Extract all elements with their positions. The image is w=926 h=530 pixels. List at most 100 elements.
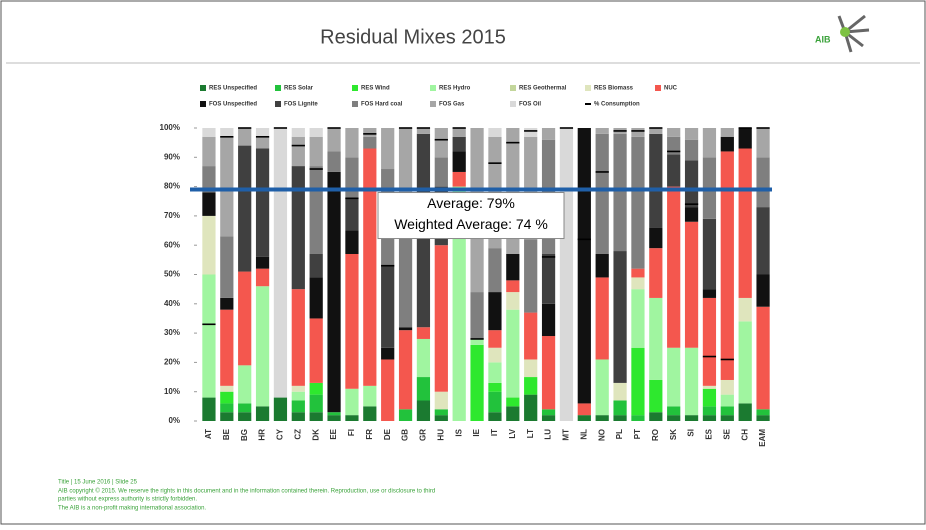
bar-segment [309, 136, 323, 167]
bar-segment [291, 412, 305, 421]
bar-segment [398, 327, 413, 331]
y-tick-label: 40% [164, 299, 180, 308]
x-tick-label: IT [490, 429, 499, 436]
x-tick-label: EAM [758, 429, 767, 447]
bar-segment [524, 239, 538, 313]
legend-swatch [352, 101, 358, 107]
bar-segment [684, 139, 699, 161]
legend-label: RES Unspecified [209, 86, 257, 92]
bar-segment [363, 406, 377, 421]
bar-segment [416, 377, 431, 401]
bar-segment [541, 128, 556, 140]
bar-segment [684, 207, 699, 222]
y-tick-label: 50% [164, 270, 180, 279]
bar-segment [667, 406, 681, 416]
bar-segment [595, 415, 609, 421]
bar-segment [255, 148, 270, 257]
bar-segment [255, 128, 270, 137]
bar-segment [345, 157, 359, 199]
bar-segment [327, 151, 341, 172]
bar-segment [416, 327, 431, 339]
bar-segment [434, 128, 448, 158]
bar-segment [452, 186, 466, 421]
legend-label: RES Biomass [594, 86, 634, 92]
x-tick-label: CZ [293, 429, 302, 440]
x-tick-label: PL [615, 429, 624, 439]
bar-segment [649, 297, 663, 380]
bar-segment [738, 403, 752, 421]
bar-segment [738, 148, 752, 298]
bar-segment [238, 145, 252, 272]
bar-segment [702, 218, 717, 290]
x-tick-label: BG [240, 429, 249, 441]
bar-segment [470, 338, 484, 345]
bar-segment [327, 412, 341, 416]
legend-label: NUC [664, 86, 678, 92]
bar-segment [363, 128, 377, 137]
x-tick-label: GB [401, 429, 410, 441]
x-tick-label: MT [562, 429, 571, 441]
x-tick-label: FR [365, 429, 374, 440]
legend-label: FOS Oil [519, 102, 541, 108]
y-tick-label: 10% [164, 387, 180, 396]
bar-segment [434, 391, 448, 410]
y-tick-label: 30% [164, 328, 180, 337]
footer-line: The AIB is a non-profit making internati… [58, 506, 206, 512]
bar-segment [684, 347, 699, 416]
bar-segment [506, 253, 520, 281]
bar-segment [524, 312, 538, 360]
bar-segment [220, 391, 234, 404]
bar-segment [488, 362, 502, 383]
bar-segment [524, 394, 538, 421]
bar-segment [309, 277, 323, 319]
bar-segment [255, 268, 270, 287]
bar-segment [702, 406, 717, 416]
bar-segment [434, 157, 448, 187]
bar-segment [488, 382, 502, 392]
legend-swatch [200, 85, 206, 91]
bar-segment [524, 359, 538, 378]
bar-segment [506, 397, 520, 407]
legend-swatch [585, 85, 591, 91]
bar-segment [345, 230, 359, 254]
x-tick-label: LT [526, 429, 535, 438]
bar-segment [595, 277, 609, 360]
bar-segment [470, 292, 484, 339]
bar-segment [524, 377, 538, 395]
legend-label: FOS Unspecified [209, 102, 257, 108]
legend-label: FOS Gas [439, 102, 465, 108]
bar-segment [291, 391, 305, 401]
bar-segment [238, 128, 252, 146]
legend-label: % Consumption [594, 102, 640, 108]
annotation-text: Average: 79% [427, 195, 515, 211]
bar-segment [255, 136, 270, 149]
bar-segment [720, 379, 734, 395]
bar-segment [506, 406, 520, 421]
bar-segment [720, 394, 734, 407]
bar-segment [720, 136, 734, 152]
y-tick-label: 100% [160, 123, 180, 132]
bar-segment [381, 347, 395, 360]
bar-segment [631, 268, 645, 278]
legend-swatch [275, 85, 281, 91]
bar-segment [488, 391, 502, 413]
bar-segment [649, 412, 663, 421]
bar-segment [452, 171, 466, 187]
bar-segment [255, 406, 270, 421]
bar-segment [595, 253, 609, 278]
x-tick-label: DK [311, 429, 320, 441]
bar-segment [720, 128, 734, 137]
bar-segment [649, 133, 663, 228]
logo-rays [837, 14, 870, 53]
bar-segment [273, 397, 288, 421]
bar-segment [291, 289, 305, 386]
bar-segment [649, 227, 663, 249]
bar-segment [720, 415, 734, 421]
bar-segment [488, 330, 502, 348]
bar-segment [309, 382, 323, 395]
logo-dot [840, 27, 850, 37]
bar-segment [720, 151, 734, 380]
bar-segment [398, 330, 413, 410]
x-tick-label: FI [347, 429, 356, 436]
bar-segment [255, 256, 270, 269]
